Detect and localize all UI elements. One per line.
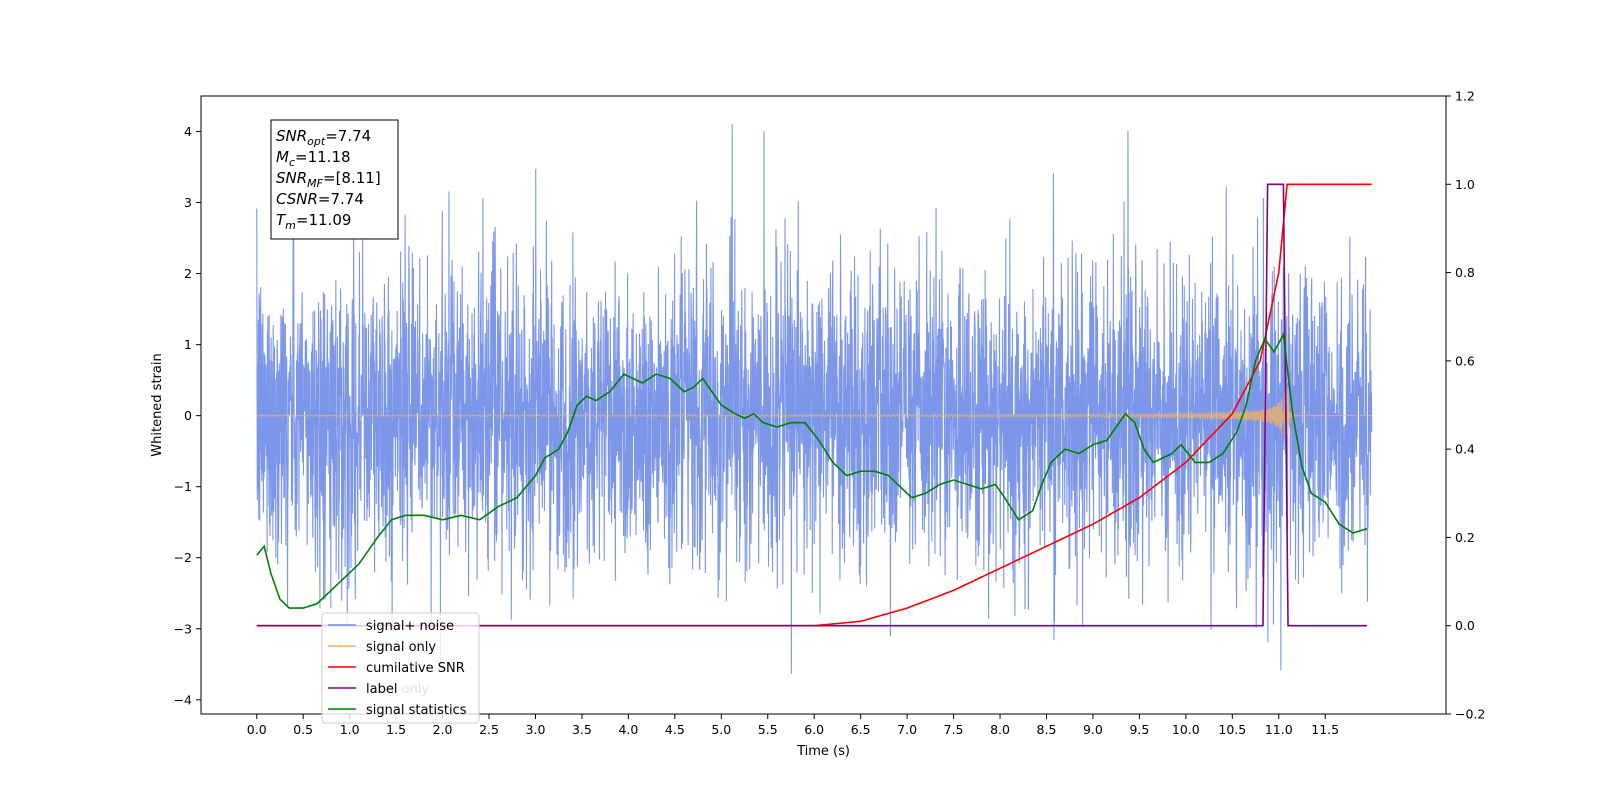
y-right-tick-label: 0.6 [1455,353,1475,368]
y-axis-right: 1.2 1.0 0.8 0.6 0.4 0.2 0.0 −0.2 [1446,89,1485,722]
legend: signal+ noise signal only cumilative SNR la… [321,612,480,724]
legend-label: signal statistics [366,703,467,718]
y-left-tick-label: −2 [174,550,192,565]
legend-label: signal only [366,640,436,655]
x-tick-label: 8.5 [1037,722,1057,737]
y-left-tick-label: 3 [184,195,192,210]
series-layer [256,124,1373,674]
y-right-tick-label: 1.0 [1455,177,1475,192]
series-signal-noise [256,124,1373,674]
y-left-tick-label: 0 [184,408,192,423]
x-tick-label: 7.5 [944,722,964,737]
x-tick-label: 10.5 [1218,722,1246,737]
y-axis-label: Whitened strain [150,353,165,456]
stats-annotation-box: SNRopt=7.74Mc=11.18SNRMF=[8.11]CSNR=7.74… [270,119,399,240]
stats-line: Mc=11.18 [276,148,351,169]
stats-line: SNRopt=7.74 [276,127,371,148]
x-tick-label: 3.5 [572,722,592,737]
x-tick-label: 4.0 [618,722,638,737]
y-right-tick-label: 0.0 [1455,618,1475,633]
y-right-tick-label: 1.2 [1455,89,1475,104]
x-tick-label: 8.0 [990,722,1010,737]
y-left-tick-label: 2 [184,266,192,281]
y-left-tick-label: 1 [184,337,192,352]
x-axis-label: Time (s) [796,744,850,759]
x-tick-label: 5.0 [711,722,731,737]
x-tick-label: 2.5 [479,722,499,737]
x-axis: 0.0 0.5 1.0 1.5 2.0 2.5 3.0 3.5 4.0 4.5 5.0 5.5 6.0 6… [247,714,1339,737]
x-tick-label: 1.0 [340,722,360,737]
legend-frame [321,612,480,724]
x-tick-label: 11.0 [1265,722,1293,737]
series-cumulative-snr [256,183,1372,627]
x-tick-label: 7.0 [897,722,917,737]
plot-area [200,95,1447,715]
plot-frame [200,95,1447,715]
stats-line: CSNR=7.74 [276,190,364,208]
legend-hidden-label: label only [366,682,429,697]
y-right-tick-label: 0.8 [1455,265,1475,280]
series-label [256,183,1368,627]
y-right-tick-label: 0.4 [1455,442,1475,457]
y-right-tick-label: −0.2 [1455,707,1485,722]
x-tick-label: 5.5 [758,722,778,737]
y-right-tick-label: 0.2 [1455,530,1475,545]
y-left-tick-label: −4 [174,692,192,707]
legend-label: signal+ noise [366,619,454,634]
x-tick-label: 10.0 [1172,722,1200,737]
x-tick-label: 3.0 [526,722,546,737]
stats-line: SNRMF=[8.11] [276,169,381,190]
stats-box-frame [270,119,399,240]
x-tick-label: 9.0 [1083,722,1103,737]
x-tick-label: 1.5 [386,722,406,737]
x-tick-label: 0.0 [247,722,267,737]
y-left-tick-label: −1 [174,479,192,494]
y-axis-left: 4 3 2 1 0 −1 −2 −3 −4 [174,124,201,707]
x-tick-label: 11.5 [1311,722,1339,737]
legend-label: label [366,682,397,697]
y-left-tick-label: −3 [174,621,192,636]
x-tick-label: 2.0 [433,722,453,737]
stats-line: Tm=11.09 [276,211,351,232]
y-left-tick-label: 4 [184,124,192,139]
x-tick-label: 0.5 [293,722,313,737]
x-tick-label: 4.5 [665,722,685,737]
x-tick-label: 6.0 [804,722,824,737]
series-signal-statistics [256,331,1368,609]
legend-label: cumilative SNR [366,661,465,676]
x-tick-label: 9.5 [1129,722,1149,737]
x-tick-label: 6.5 [851,722,871,737]
series-signal-only [256,388,1372,455]
